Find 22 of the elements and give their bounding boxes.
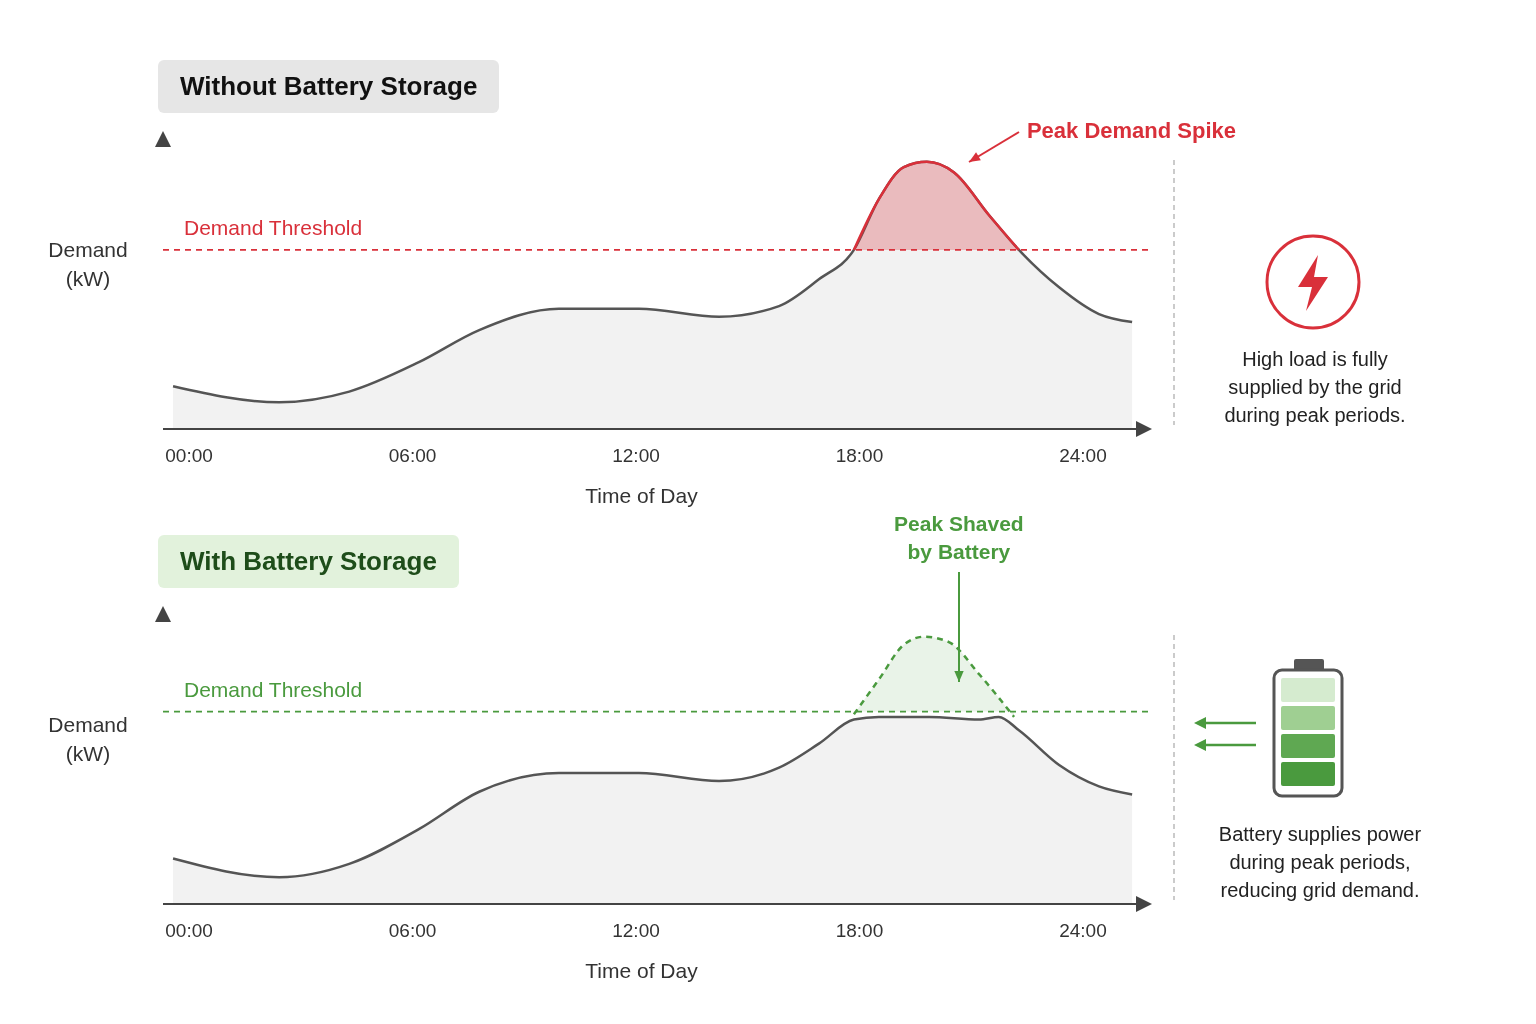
x-tick-label: 12:00 [612,920,660,942]
x-tick-label: 06:00 [388,445,437,467]
text: Battery supplies power during peak periods, reducing grid demand. [1217,822,1423,903]
x-tick-label: 18:00 [835,445,884,467]
x-tick-label: 24:00 [1059,920,1107,942]
x-tick-label: 06:00 [388,920,437,942]
y-axis-title: Demand (kW) [47,237,129,292]
y-axis-title: Demand (kW) [47,712,129,767]
x-tick-label: 12:00 [612,445,660,467]
x-axis-title: Time of Day [584,484,699,508]
text: Peak Shaved by Battery [893,510,1025,565]
x-tick-label: 00:00 [165,920,213,942]
text: High load is fully supplied by the grid during peak periods. [1223,347,1407,428]
x-tick-label: 18:00 [835,920,884,942]
chart-title: Without Battery Storage [158,60,500,113]
text: Peak Demand Spike [1026,117,1236,144]
x-tick-label: 00:00 [165,445,213,467]
ref-line-label: Demand Threshold [184,215,363,240]
x-tick-label: 24:00 [1059,445,1107,467]
ref-line-label: Demand Threshold [184,677,363,702]
x-axis-title: Time of Day [584,959,699,983]
chart-title: With Battery Storage [158,535,459,588]
